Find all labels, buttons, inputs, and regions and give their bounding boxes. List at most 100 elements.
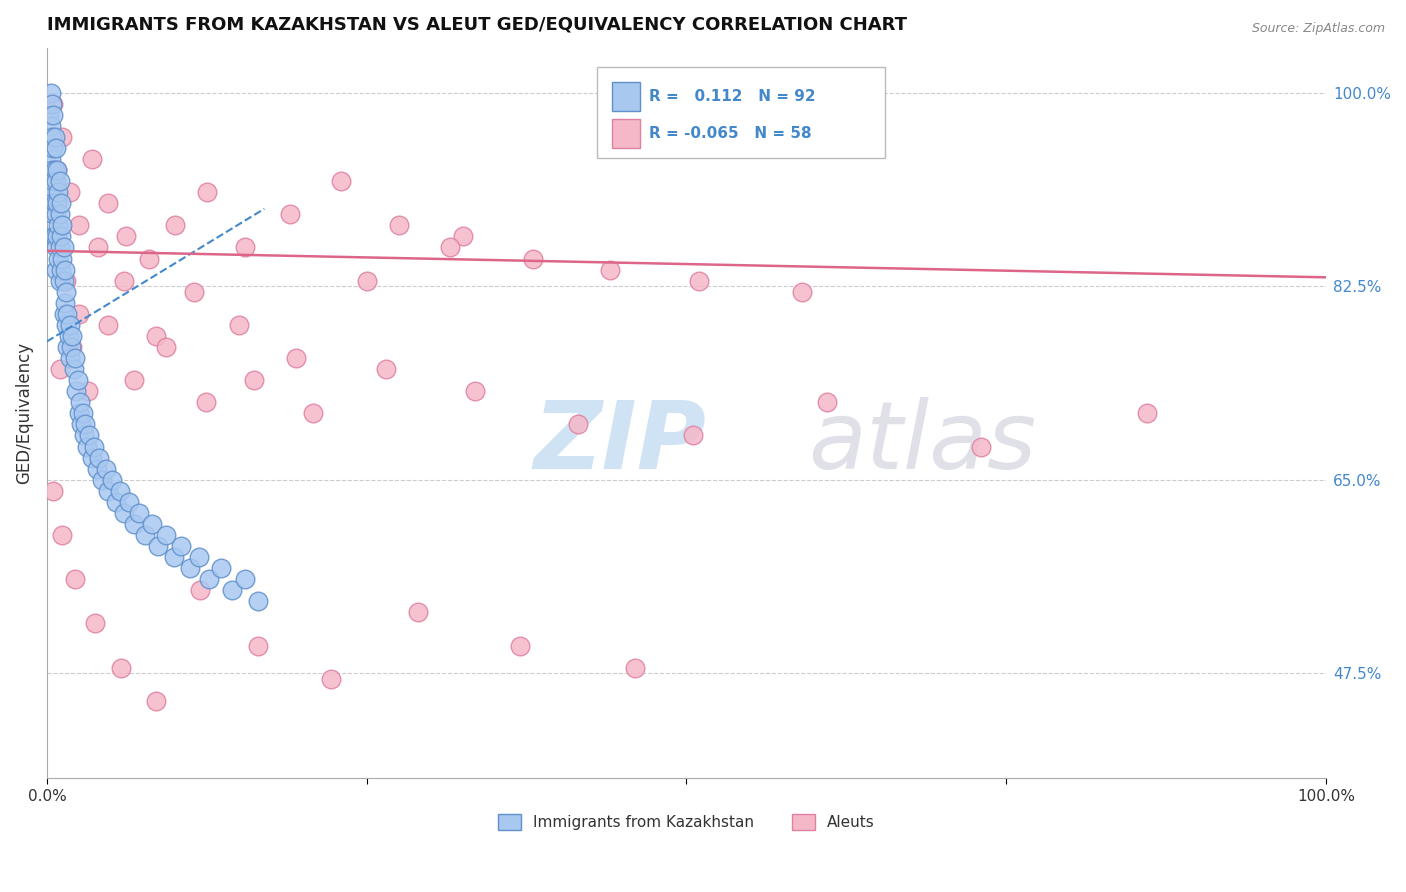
Point <box>42 229 65 244</box>
Point <box>190 583 212 598</box>
Point <box>39 86 62 100</box>
Point <box>48 252 70 266</box>
Point <box>41 196 63 211</box>
Point <box>67 406 90 420</box>
Point <box>451 229 474 244</box>
Point <box>62 362 84 376</box>
Point <box>51 129 73 144</box>
Point <box>155 528 177 542</box>
Point <box>52 307 75 321</box>
Point <box>51 528 73 542</box>
Point <box>42 207 65 221</box>
Legend: Immigrants from Kazakhstan, Aleuts: Immigrants from Kazakhstan, Aleuts <box>492 808 882 837</box>
Point <box>170 539 193 553</box>
Point <box>148 539 170 553</box>
Y-axis label: GED/Equivalency: GED/Equivalency <box>15 343 32 484</box>
Point <box>522 252 544 266</box>
Point <box>83 440 105 454</box>
Point <box>46 196 69 211</box>
Point <box>65 384 87 399</box>
Point <box>115 229 138 244</box>
Point <box>97 196 120 211</box>
Point <box>60 340 83 354</box>
Point <box>46 229 69 244</box>
Point <box>75 417 97 432</box>
Point <box>356 274 378 288</box>
Point <box>406 606 429 620</box>
Point <box>228 318 250 332</box>
Text: atlas: atlas <box>808 397 1036 488</box>
Point <box>183 285 205 299</box>
Point <box>110 660 132 674</box>
Point <box>46 163 69 178</box>
Point <box>209 561 232 575</box>
Point <box>112 506 135 520</box>
Point <box>233 572 256 586</box>
Point <box>319 672 342 686</box>
Point <box>76 440 98 454</box>
Point <box>194 395 217 409</box>
Point <box>59 351 82 365</box>
Point <box>66 373 89 387</box>
Point <box>72 406 94 420</box>
Point <box>48 240 70 254</box>
Point <box>162 550 184 565</box>
Point <box>49 229 72 244</box>
Point <box>104 495 127 509</box>
Point <box>73 428 96 442</box>
Point <box>221 583 243 598</box>
Point <box>388 219 411 233</box>
Point <box>243 373 266 387</box>
Point <box>51 219 73 233</box>
Point <box>195 185 218 199</box>
Point <box>246 594 269 608</box>
Point <box>90 473 112 487</box>
FancyBboxPatch shape <box>598 67 884 158</box>
Point <box>45 240 67 254</box>
Point <box>969 440 991 454</box>
Point <box>42 483 65 498</box>
Text: IMMIGRANTS FROM KAZAKHSTAN VS ALEUT GED/EQUIVALENCY CORRELATION CHART: IMMIGRANTS FROM KAZAKHSTAN VS ALEUT GED/… <box>46 15 907 33</box>
Point <box>67 219 90 233</box>
Point <box>59 318 82 332</box>
Point <box>42 141 65 155</box>
Point <box>55 285 77 299</box>
Point <box>44 229 66 244</box>
Point <box>145 329 167 343</box>
Point <box>464 384 486 399</box>
Point <box>80 152 103 166</box>
Point <box>46 163 69 178</box>
Point <box>56 340 79 354</box>
Point <box>285 351 308 365</box>
Point <box>439 240 461 254</box>
Point <box>688 274 710 288</box>
Point <box>39 119 62 133</box>
Point <box>44 196 66 211</box>
Point <box>97 318 120 332</box>
Point <box>101 473 124 487</box>
Point <box>45 262 67 277</box>
Point <box>188 550 211 565</box>
Point <box>122 516 145 531</box>
Point <box>62 329 84 343</box>
Point <box>89 450 111 465</box>
Point <box>52 274 75 288</box>
Point <box>44 129 66 144</box>
Point <box>145 694 167 708</box>
Point <box>42 96 65 111</box>
Point <box>49 196 72 211</box>
Point <box>682 428 704 442</box>
Point <box>51 252 73 266</box>
Point <box>790 285 813 299</box>
Point <box>56 307 79 321</box>
Point <box>76 384 98 399</box>
Point <box>302 406 325 420</box>
Point <box>48 185 70 199</box>
Point <box>48 274 70 288</box>
Point <box>55 274 77 288</box>
Point <box>49 262 72 277</box>
Point <box>45 207 67 221</box>
Point <box>39 185 62 199</box>
Point <box>52 240 75 254</box>
Point <box>55 318 77 332</box>
